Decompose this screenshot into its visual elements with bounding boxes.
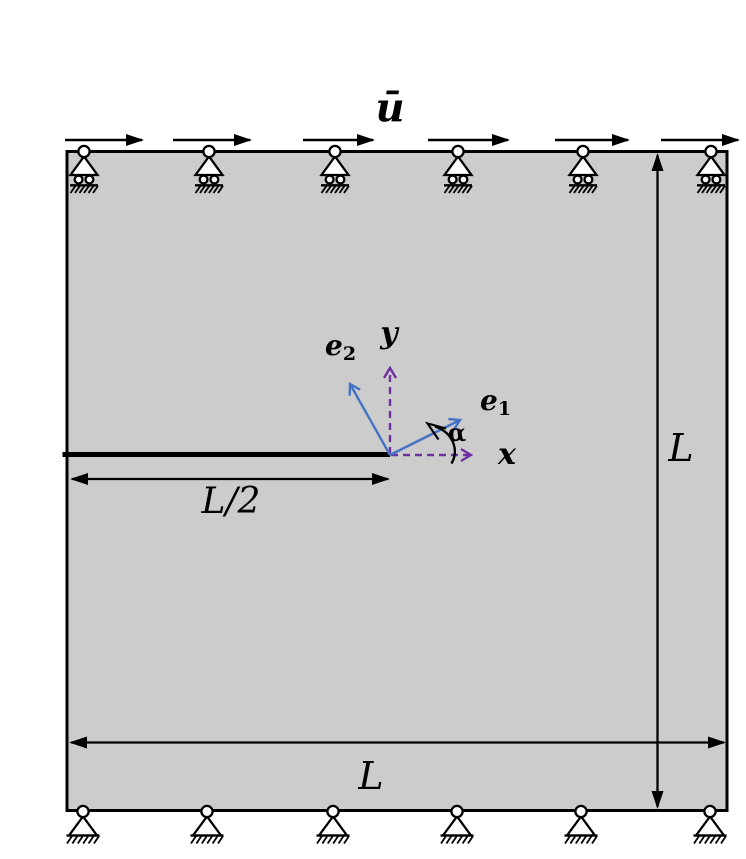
prescribed-displacement-label: ū (375, 84, 404, 131)
e2-label-subscript: 2 (343, 343, 356, 365)
e2-axis-label: e2 (325, 329, 356, 365)
local-crack-frame: e1 e2 α (325, 329, 511, 465)
y-axis-label: y (379, 316, 400, 351)
width-dimension-label: L (357, 754, 383, 798)
x-axis-label: x (497, 437, 517, 472)
e1-label-base: e (480, 384, 498, 417)
angle-arc (434, 425, 456, 465)
e1-axis-arrow (389, 417, 463, 457)
e1-label-subscript: 1 (498, 398, 511, 420)
e1-axis-label: e1 (480, 384, 511, 420)
angle-arc-arrowhead-icon (424, 421, 447, 441)
crack-length-dimension-label: L/2 (201, 481, 261, 522)
angle-label: α (448, 418, 466, 447)
plate-body (65, 150, 729, 812)
global-axes: x y (379, 316, 517, 472)
e2-axis-arrow (348, 381, 392, 456)
e2-label-base: e (325, 329, 343, 362)
height-dimension-label: L (667, 426, 693, 470)
